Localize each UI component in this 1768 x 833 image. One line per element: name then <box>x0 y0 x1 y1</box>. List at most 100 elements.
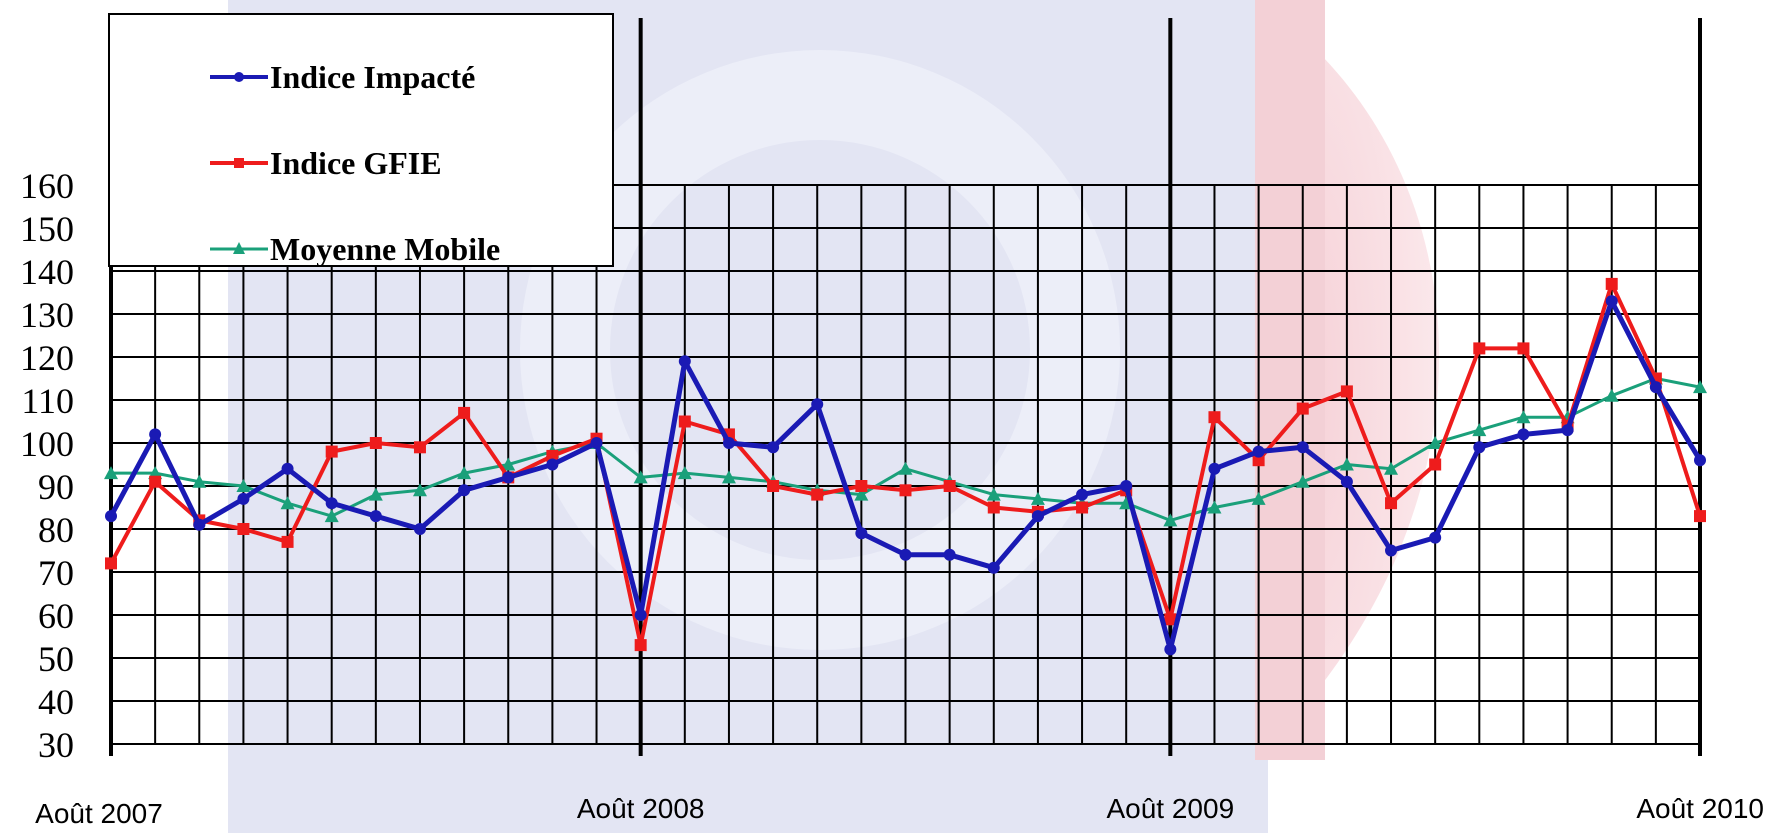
data-point <box>281 535 294 548</box>
y-tick-label: 50 <box>38 639 74 679</box>
y-tick-label: 30 <box>38 725 74 765</box>
x-tick-label: Août 2008 <box>577 793 705 824</box>
data-point <box>1561 424 1574 437</box>
legend-label: Indice GFIE <box>270 144 442 181</box>
data-point <box>149 475 162 488</box>
y-tick-label: 40 <box>38 682 74 722</box>
data-point <box>105 557 117 570</box>
data-point <box>1694 454 1706 467</box>
data-point <box>1605 295 1618 308</box>
x-tick-label: Août 2009 <box>1106 793 1234 824</box>
data-point <box>1031 510 1044 523</box>
legend-label: Moyenne Mobile <box>270 230 501 267</box>
data-point <box>237 492 250 505</box>
data-point <box>1207 500 1222 514</box>
data-point <box>368 487 383 501</box>
data-point <box>1251 491 1266 505</box>
data-point <box>1120 480 1133 492</box>
series-indice-impacte <box>105 295 1706 656</box>
legend-item-indice-impacte: Indice Impacté <box>210 57 475 97</box>
y-tick-label: 160 <box>20 166 74 206</box>
data-point <box>1385 497 1398 510</box>
data-point <box>899 548 912 561</box>
data-point <box>324 509 339 523</box>
data-point <box>1208 411 1221 424</box>
data-point <box>986 487 1001 501</box>
data-point <box>811 398 824 411</box>
data-point <box>1428 436 1443 449</box>
data-point <box>280 496 295 510</box>
data-point <box>1296 402 1309 415</box>
data-point <box>1429 531 1442 544</box>
data-point <box>413 523 426 535</box>
data-point <box>633 470 648 484</box>
y-tick-label: 150 <box>20 209 74 249</box>
data-point <box>590 437 603 449</box>
data-point <box>634 609 647 621</box>
data-point <box>1604 388 1619 402</box>
data-point <box>855 480 868 492</box>
data-point <box>458 406 471 419</box>
legend-swatch-indice-impacte <box>210 72 268 82</box>
data-point <box>501 457 516 471</box>
data-point <box>678 355 691 368</box>
data-point <box>1340 475 1353 488</box>
data-point <box>898 461 913 475</box>
data-point <box>1694 510 1706 523</box>
data-point <box>1164 613 1177 626</box>
y-tick-label: 120 <box>20 338 74 378</box>
data-point <box>854 487 869 501</box>
legend-item-moyenne-mobile: Moyenne Mobile <box>210 229 500 269</box>
data-point <box>546 449 559 462</box>
data-point <box>677 466 692 480</box>
y-tick-label: 110 <box>21 381 74 421</box>
data-point <box>1339 457 1354 471</box>
data-point <box>1164 643 1177 656</box>
data-point <box>767 480 780 492</box>
data-point <box>105 510 117 523</box>
data-point <box>281 462 294 475</box>
data-point <box>1429 458 1442 471</box>
data-point <box>1473 441 1486 454</box>
data-point <box>943 548 956 561</box>
data-point <box>1473 342 1486 355</box>
y-tick-label: 100 <box>20 424 74 464</box>
x-tick-label: Août 2007 <box>35 798 163 829</box>
data-point <box>855 527 868 540</box>
data-point <box>987 561 1000 574</box>
data-point <box>1605 277 1618 290</box>
legend-label: Indice Impacté <box>270 58 476 95</box>
data-point <box>546 458 559 471</box>
data-point <box>457 466 472 480</box>
data-point <box>943 480 956 492</box>
y-tick-label: 140 <box>20 252 74 292</box>
data-point <box>1516 410 1531 424</box>
data-point <box>192 474 207 488</box>
x-axis: Août 2007 Août 2008 Août 2009 Août 2010 <box>35 793 1764 829</box>
y-tick-label: 80 <box>38 510 74 550</box>
legend-swatch-indice-gfie <box>210 158 268 168</box>
data-point <box>1517 342 1530 355</box>
data-point <box>1252 454 1265 467</box>
data-point <box>722 437 735 449</box>
legend: Indice Impacté Indice GFIE Moyenne Mobil… <box>108 13 614 267</box>
data-point <box>412 483 427 497</box>
data-point <box>634 639 647 652</box>
data-point <box>1384 461 1399 475</box>
data-point <box>413 441 426 454</box>
x-tick-label: Août 2010 <box>1636 793 1764 824</box>
data-point <box>1296 441 1309 454</box>
legend-item-indice-gfie: Indice GFIE <box>210 143 442 183</box>
y-tick-label: 130 <box>20 295 74 335</box>
data-point <box>1385 544 1398 557</box>
data-point <box>899 484 912 497</box>
y-tick-label: 60 <box>38 596 74 636</box>
data-point <box>1163 513 1178 527</box>
data-point <box>1340 385 1353 398</box>
data-point <box>458 484 471 497</box>
data-point <box>721 470 736 484</box>
legend-swatch-moyenne-mobile <box>210 242 268 254</box>
y-tick-label: 90 <box>38 467 74 507</box>
data-point <box>1252 445 1265 458</box>
data-point <box>369 510 382 523</box>
